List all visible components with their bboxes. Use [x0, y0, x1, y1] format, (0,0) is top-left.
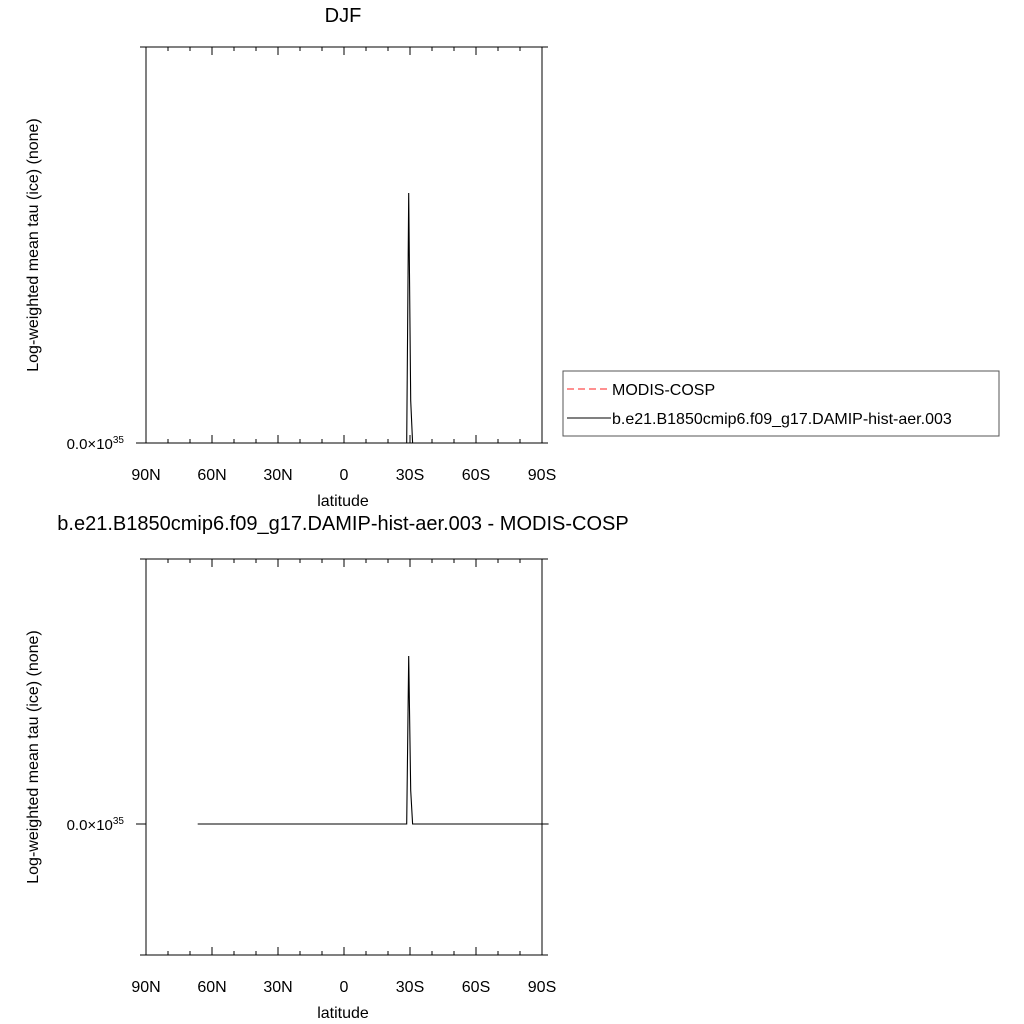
top-x-axis-label: latitude [317, 493, 369, 510]
bottom-y-axis-label: Log-weighted mean tau (ice) (none) [25, 630, 42, 883]
x-tick-label: 0 [340, 467, 349, 484]
legend-label-damip: b.e21.B1850cmip6.f09_g17.DAMIP-hist-aer.… [612, 411, 952, 428]
x-tick-label: 90N [131, 979, 160, 996]
x-tick-label: 0 [340, 979, 349, 996]
x-tick-label: 30S [396, 467, 424, 484]
top-y-tick-label: 0.0×1035 [67, 435, 125, 453]
x-tick-label: 30N [263, 467, 292, 484]
legend-label-modis-cosp: MODIS-COSP [612, 382, 715, 399]
x-tick-label: 60S [462, 467, 490, 484]
legend: MODIS-COSP b.e21.B1850cmip6.f09_g17.DAMI… [562, 370, 1000, 437]
bottom-y-tick-label: 0.0×1035 [67, 816, 125, 834]
top-x-tick-labels: 90N 60N 30N 0 30S 60S 90S [131, 467, 556, 484]
top-chart-title: DJF [325, 5, 362, 27]
top-plot-frame [145, 46, 543, 444]
x-tick-label: 60N [197, 467, 226, 484]
series-line [197, 655, 549, 825]
x-tick-label: 30S [396, 979, 424, 996]
bottom-plot-frame [145, 558, 543, 956]
x-tick-label: 90N [131, 467, 160, 484]
legend-box [562, 370, 1000, 437]
bottom-panel: b.e21.B1850cmip6.f09_g17.DAMIP-hist-aer.… [25, 513, 629, 1022]
top-y-axis-label: Log-weighted mean tau (ice) (none) [25, 118, 42, 371]
top-x-ticks [145, 47, 543, 443]
top-series-group [406, 192, 415, 444]
bottom-x-tick-labels: 90N 60N 30N 0 30S 60S 90S [131, 979, 556, 996]
x-tick-label: 30N [263, 979, 292, 996]
top-panel: DJF 90N 60N 30N 0 30S 60S 90S 0.0×1035 latitud… [25, 5, 556, 510]
series-line [406, 192, 415, 444]
bottom-series-group [197, 655, 549, 825]
bottom-x-axis-label: latitude [317, 1005, 369, 1022]
x-tick-label: 90S [528, 979, 556, 996]
x-tick-label: 60S [462, 979, 490, 996]
bottom-chart-title: b.e21.B1850cmip6.f09_g17.DAMIP-hist-aer.… [57, 513, 628, 535]
x-tick-label: 60N [197, 979, 226, 996]
bottom-x-ticks [145, 559, 543, 955]
x-tick-label: 90S [528, 467, 556, 484]
